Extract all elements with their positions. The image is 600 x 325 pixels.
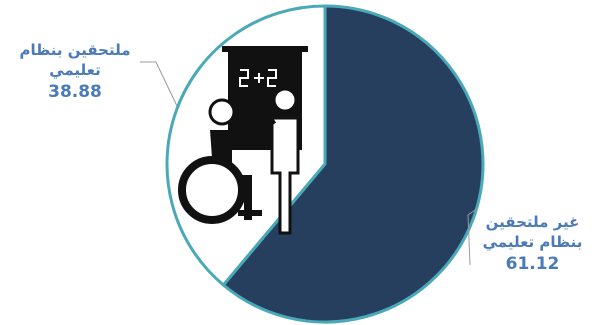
category-label: غير ملتحقين بنظام تعليمي bbox=[482, 213, 583, 251]
leader-line bbox=[140, 61, 178, 107]
slice-label: غير ملتحقين بنظام تعليمي 61.12 bbox=[470, 212, 595, 274]
teaching-icon bbox=[178, 46, 308, 235]
value-label: 61.12 bbox=[505, 254, 560, 274]
slice-label: ملتحقين بنظام تعليمي 38.88 bbox=[5, 40, 145, 102]
category-label: ملتحقين بنظام تعليمي bbox=[19, 41, 131, 79]
value-label: 38.88 bbox=[48, 82, 102, 102]
pie-slice bbox=[221, 4, 485, 324]
leader-line bbox=[467, 207, 479, 266]
